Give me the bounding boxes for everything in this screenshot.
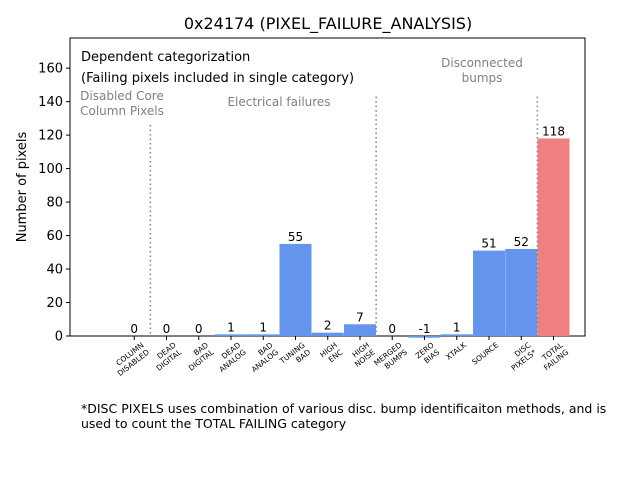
y-tick-label: 100 xyxy=(38,162,63,177)
x-tick-label: TUNINGBAD xyxy=(277,340,312,373)
x-tick-label: HIGHNOISE xyxy=(347,340,377,369)
bar-value-label: 52 xyxy=(514,235,529,249)
section-label-line: Disconnected xyxy=(441,56,523,70)
bar-value-label: 2 xyxy=(324,319,332,333)
section-label-line: Column Pixels xyxy=(80,104,164,118)
bar-value-label: 118 xyxy=(542,124,565,138)
x-tick-label: DISCPIXELS* xyxy=(504,340,538,372)
section-label: Disconnected bumps xyxy=(441,56,523,85)
bar-disc-pixels xyxy=(505,248,538,336)
y-tick-label: 20 xyxy=(46,296,63,311)
bar-value-label: 0 xyxy=(195,322,203,336)
y-tick-label: 60 xyxy=(46,229,63,244)
plot-area: Dependent categorization (Failing pixels … xyxy=(15,37,586,378)
y-tick-label: 0 xyxy=(55,330,63,345)
section-label-line: bumps xyxy=(462,71,503,85)
y-tick-label: 140 xyxy=(38,95,63,110)
bar-value-label: 1 xyxy=(453,320,461,334)
bar-source xyxy=(473,250,505,336)
bar-xtalk xyxy=(440,334,473,336)
x-tick-label: MERGEDBUMPS xyxy=(372,340,409,374)
section-label: Disabled Core Column Pixels xyxy=(80,89,164,118)
y-axis-label: Number of pixels xyxy=(15,131,30,242)
bar-high-noise xyxy=(344,324,376,336)
x-tick-label-line: SOURCE xyxy=(470,340,500,366)
y-tick-label: 80 xyxy=(46,196,63,211)
chart-subtitle-line: Dependent categorization xyxy=(81,50,250,65)
bar-value-label: 0 xyxy=(163,322,171,336)
footnote-line: used to count the TOTAL FAILING category xyxy=(81,416,347,431)
bar-value-label: 1 xyxy=(259,320,267,334)
x-tick-label: COLUMNDISABLED xyxy=(110,340,151,378)
section-label-line: Electrical failures xyxy=(227,95,330,109)
x-tick-label: TOTALFAILING xyxy=(537,340,571,372)
x-tick-label: ZEROBIAS xyxy=(414,340,442,367)
x-tick-label: XTALK xyxy=(444,340,469,362)
bar-value-label: 55 xyxy=(288,230,303,244)
footnote-line: *DISC PIXELS uses combination of various… xyxy=(81,401,606,416)
x-tick-label: SOURCE xyxy=(470,340,500,366)
bar-dead-analog xyxy=(215,334,247,336)
bar-value-label: 0 xyxy=(388,322,396,336)
bar-value-label: 0 xyxy=(130,322,138,336)
chart-subtitle-line: (Failing pixels included in single categ… xyxy=(81,71,354,86)
section-label: Electrical failures xyxy=(227,95,330,109)
bar-value-label: 7 xyxy=(356,310,364,324)
x-tick-label: BADANALOG xyxy=(244,340,280,374)
section-label-line: Disabled Core xyxy=(80,89,164,103)
bar-bad-analog xyxy=(247,334,280,336)
bar-value-label: 51 xyxy=(481,237,496,251)
y-tick-label: 120 xyxy=(38,129,63,144)
x-tick-label: DEADANALOG xyxy=(212,340,248,374)
bar-value-label: -1 xyxy=(419,322,431,336)
x-tick-label: HIGHENC xyxy=(318,340,344,366)
bar-total-failing xyxy=(537,138,570,336)
x-tick-label: DEADDIGITAL xyxy=(149,340,184,373)
x-tick-label: BADDIGITAL xyxy=(181,340,216,373)
x-tick-label-line: XTALK xyxy=(444,340,469,362)
bar-tuning-bad xyxy=(279,243,312,336)
bar-value-label: 1 xyxy=(227,320,235,334)
y-tick-label: 40 xyxy=(46,263,63,278)
bar-high-enc xyxy=(311,332,344,336)
y-tick-label: 160 xyxy=(38,62,63,77)
chart-title: 0x24174 (PIXEL_FAILURE_ANALYSIS) xyxy=(184,14,472,34)
